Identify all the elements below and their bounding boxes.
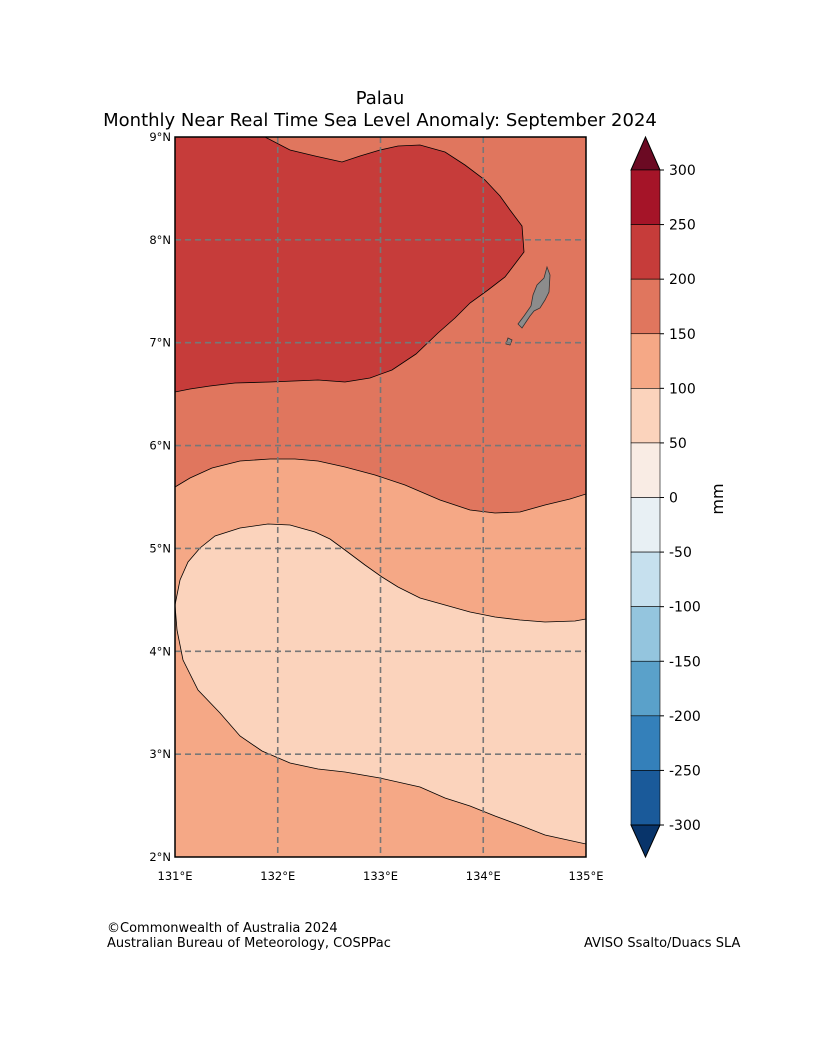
- map-gridlines: [175, 137, 586, 857]
- copyright-text: ©Commonwealth of Australia 2024: [107, 921, 338, 936]
- lat-tick-label: 8°N: [149, 233, 171, 247]
- lon-tick-label: 133°E: [363, 869, 398, 883]
- lat-tick-label: 6°N: [149, 439, 171, 453]
- lat-tick-label: 5°N: [149, 541, 171, 555]
- colorbar-tick-label: 0: [669, 491, 678, 507]
- colorbar-tick-label: 150: [669, 327, 696, 343]
- lat-tick-label: 4°N: [149, 644, 171, 658]
- colorbar-segment: [630, 333, 661, 389]
- colorbar-segment: [630, 169, 661, 225]
- colorbar-tick-label: 100: [669, 381, 696, 397]
- map-subtitle: Monthly Near Real Time Sea Level Anomaly…: [103, 110, 657, 131]
- lon-tick-label: 134°E: [466, 869, 501, 883]
- contour-fills: [175, 137, 586, 857]
- data-source-text: AVISO Ssalto/Duacs SLA: [584, 936, 741, 951]
- colorbar-segment: [630, 551, 661, 607]
- lat-tick-label: 2°N: [149, 850, 171, 864]
- colorbar-unit-label: mm: [708, 483, 727, 514]
- colorbar-segment: [630, 388, 661, 444]
- lon-tick-label: 132°E: [260, 869, 295, 883]
- colorbar-segment: [630, 442, 661, 498]
- lat-tick-label: 9°N: [149, 130, 171, 144]
- map-frame: [174, 136, 587, 858]
- colorbar-tick-label: -200: [669, 709, 701, 725]
- colorbar-tick-label: -150: [669, 654, 701, 670]
- colorbar-tick-label: 300: [669, 163, 696, 179]
- lon-tick-label: 131°E: [158, 869, 193, 883]
- colorbar-over-arrow: [630, 135, 661, 171]
- lat-tick-label: 3°N: [149, 747, 171, 761]
- colorbar-segment: [630, 606, 661, 662]
- colorbar-segment: [630, 278, 661, 335]
- footer-credits: ©Commonwealth of Australia 2024 Australi…: [107, 921, 391, 951]
- colorbar-segment: [630, 660, 661, 717]
- map-title: Palau: [355, 88, 405, 109]
- colorbar-tick-label: -300: [669, 818, 701, 834]
- latitude-labels: 2°N 3°N 4°N 5°N 6°N 7°N 8°N 9°N: [149, 130, 171, 864]
- colorbar-under-arrow: [630, 824, 661, 859]
- lon-tick-label: 135°E: [569, 869, 604, 883]
- agency-text: Australian Bureau of Meteorology, COSPPa…: [107, 936, 391, 951]
- colorbar-tick-label: 50: [669, 436, 687, 452]
- colorbar: [630, 135, 661, 859]
- colorbar-segment: [630, 224, 661, 280]
- lat-tick-label: 7°N: [149, 336, 171, 350]
- colorbar-tick-labels: 300 250 200 150 100 50 0 -50 -100 -150 -200 -250 -30…: [660, 163, 701, 834]
- colorbar-segment: [630, 770, 661, 826]
- colorbar-segment: [630, 497, 661, 553]
- colorbar-tick-label: 200: [669, 272, 696, 288]
- longitude-labels: 131°E 132°E 133°E 134°E 135°E: [158, 869, 604, 883]
- palau-main-island: [517, 265, 551, 329]
- colorbar-tick-label: -250: [669, 763, 701, 779]
- contour-50-100: [175, 523, 586, 845]
- colorbar-tick-label: 250: [669, 218, 696, 234]
- colorbar-segment: [630, 715, 661, 771]
- colorbar-tick-label: -100: [669, 600, 701, 616]
- colorbar-tick-label: -50: [669, 545, 692, 561]
